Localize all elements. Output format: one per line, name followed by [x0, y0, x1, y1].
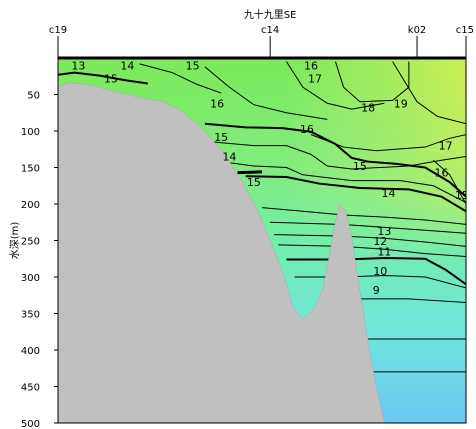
station-label: k02 [408, 25, 427, 36]
contour-label: 13 [377, 225, 391, 238]
contour-label: 15 [186, 59, 200, 72]
isotherm [245, 175, 466, 213]
isotherm [433, 159, 466, 205]
y-tick-label: 200 [21, 200, 40, 211]
contour-label: 14 [120, 59, 134, 72]
station-label: c14 [261, 25, 279, 36]
contour-label: 12 [373, 235, 387, 248]
contour-label: 15 [455, 189, 469, 202]
y-tick-label: 500 [21, 419, 40, 429]
contour-label: 15 [247, 176, 261, 189]
contour-label: 14 [381, 187, 395, 200]
y-tick-label: 350 [21, 310, 40, 321]
seabed-terrain [58, 82, 385, 423]
contour-label: 15 [353, 160, 367, 173]
y-axis-label: 水深(m) [9, 222, 21, 260]
y-tick-label: 450 [21, 383, 40, 394]
isotherm [286, 61, 385, 110]
isotherm [139, 63, 222, 94]
chart-title: 九十九里SE [244, 8, 297, 21]
contour-label: 16 [435, 167, 449, 180]
y-tick-label: 150 [21, 164, 40, 175]
contour-label: 15 [104, 72, 118, 85]
isotherm [359, 298, 466, 304]
isotherm [270, 221, 466, 234]
station-label: c15 [456, 25, 474, 36]
isotherm-lines [58, 61, 466, 373]
contour-label: 11 [377, 245, 391, 258]
isotherm [212, 141, 466, 170]
isotherm [58, 71, 148, 85]
y-tick-label: 250 [21, 237, 40, 248]
contour-label: 16 [304, 59, 318, 72]
contour-label: 18 [361, 102, 375, 115]
y-tick-label: 300 [21, 273, 40, 284]
y-tick-label: 400 [21, 346, 40, 357]
station-label: c19 [49, 25, 67, 36]
isotherm [334, 61, 410, 103]
contour-label: 14 [222, 151, 236, 164]
contour-label: 17 [308, 72, 322, 85]
y-tick-label: 50 [27, 91, 40, 102]
isotherm [204, 122, 466, 198]
contour-label: 16 [210, 97, 224, 110]
contour-label: 19 [394, 97, 408, 110]
contour-label: 16 [300, 123, 314, 136]
isotherm [204, 66, 328, 120]
isotherm [274, 234, 466, 247]
isotherm [278, 244, 466, 258]
y-tick-label: 100 [21, 127, 40, 138]
isotherm [237, 170, 263, 175]
contour-label: 15 [214, 131, 228, 144]
isotherm [392, 61, 466, 125]
contour-label: 13 [71, 59, 85, 72]
isotherm [221, 161, 466, 203]
axes: c19 c14 k02 c15 50 100 150 200 250 300 350 400 450 50… [21, 25, 474, 429]
isotherm [310, 134, 466, 152]
contour-label: 9 [373, 284, 380, 297]
contour-label: 17 [439, 140, 453, 153]
contour-label: 10 [373, 265, 387, 278]
isotherm [261, 207, 466, 225]
